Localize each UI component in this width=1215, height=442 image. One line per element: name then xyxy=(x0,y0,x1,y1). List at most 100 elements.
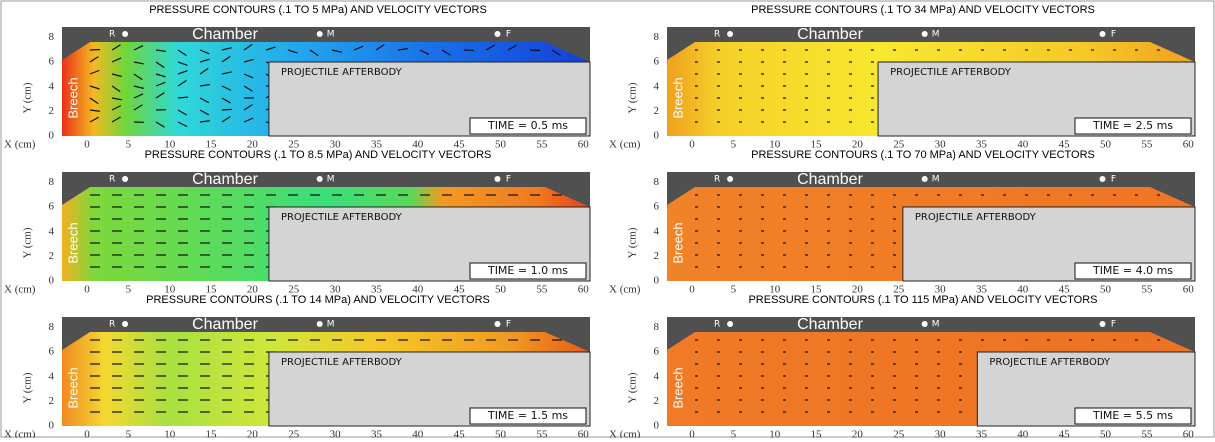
x-axis-label: X (cm) xyxy=(4,284,36,296)
station-dot xyxy=(317,321,323,327)
station-label: M xyxy=(932,175,940,185)
y-tick-label: 8 xyxy=(49,321,55,333)
y-tick-label: 2 xyxy=(654,105,660,117)
x-tick-label: 30 xyxy=(330,429,342,438)
x-tick-label: 50 xyxy=(495,139,507,151)
station-label: R xyxy=(109,175,115,185)
y-tick-label: 4 xyxy=(654,225,660,237)
afterbody-label: PROJECTILE AFTERBODY xyxy=(281,67,403,78)
station-dot xyxy=(727,31,733,37)
x-tick-label: 40 xyxy=(412,429,424,438)
y-tick-label: 2 xyxy=(49,250,55,262)
station-dot xyxy=(922,321,928,327)
station-label: M xyxy=(932,320,940,330)
breech-label: Breech xyxy=(65,367,80,408)
afterbody-label: PROJECTILE AFTERBODY xyxy=(281,357,403,368)
x-tick-label: 60 xyxy=(578,284,590,296)
y-tick-label: 4 xyxy=(49,225,55,237)
chamber-label: Chamber xyxy=(797,316,863,333)
x-axis-label: X (cm) xyxy=(609,139,641,151)
afterbody-label: PROJECTILE AFTERBODY xyxy=(281,212,403,223)
station-dot xyxy=(317,176,323,182)
y-tick-label: 4 xyxy=(654,80,660,92)
station-label: M xyxy=(327,175,335,185)
panel-title: PRESSURE CONTOURS (.1 TO 34 MPa) AND VEL… xyxy=(751,4,1095,16)
station-label: F xyxy=(506,175,511,185)
y-axis-label: Y (cm) xyxy=(627,227,639,258)
x-tick-label: 50 xyxy=(1100,429,1112,438)
y-axis-label: Y (cm) xyxy=(22,227,34,258)
chamber-label: Chamber xyxy=(192,171,258,188)
station-label: R xyxy=(714,175,720,185)
station-dot xyxy=(1100,176,1106,182)
y-tick-label: 0 xyxy=(49,420,55,432)
velocity-vector xyxy=(530,50,540,51)
x-tick-label: 25 xyxy=(288,429,300,438)
y-axis-label: Y (cm) xyxy=(627,82,639,113)
chamber-label: Chamber xyxy=(192,316,258,333)
x-tick-label: 5 xyxy=(126,284,132,296)
afterbody-label: PROJECTILE AFTERBODY xyxy=(989,357,1111,368)
y-tick-label: 0 xyxy=(654,275,660,287)
x-tick-label: 50 xyxy=(495,429,507,438)
station-dot xyxy=(1100,31,1106,37)
panel-title: PRESSURE CONTOURS (.1 TO 115 MPa) AND VE… xyxy=(748,294,1097,306)
station-dot xyxy=(317,31,323,37)
x-tick-label: 55 xyxy=(536,284,548,296)
panel-title: PRESSURE CONTOURS (.1 TO 5 MPa) AND VELO… xyxy=(149,4,487,16)
x-tick-label: 60 xyxy=(578,429,590,438)
time-label: TIME = 5.5 ms xyxy=(1092,409,1173,422)
x-tick-label: 20 xyxy=(247,429,259,438)
station-dot xyxy=(122,321,128,327)
velocity-vector xyxy=(222,109,232,110)
x-tick-label: 55 xyxy=(536,429,548,438)
x-tick-label: 5 xyxy=(126,139,132,151)
station-label: R xyxy=(109,30,115,40)
y-tick-label: 2 xyxy=(654,395,660,407)
station-dot xyxy=(122,176,128,182)
x-tick-label: 10 xyxy=(769,429,781,438)
breech-label: Breech xyxy=(65,222,80,263)
station-dot xyxy=(922,176,928,182)
x-tick-label: 55 xyxy=(1141,429,1153,438)
station-label: R xyxy=(714,30,720,40)
station-label: F xyxy=(1111,320,1116,330)
y-tick-label: 6 xyxy=(654,56,660,68)
x-tick-label: 55 xyxy=(536,139,548,151)
x-axis-label: X (cm) xyxy=(609,429,641,438)
x-axis-label: X (cm) xyxy=(609,284,641,296)
x-tick-label: 35 xyxy=(371,429,383,438)
x-tick-label: 40 xyxy=(1017,429,1029,438)
time-label: TIME = 0.5 ms xyxy=(487,119,568,132)
y-tick-label: 8 xyxy=(654,321,660,333)
x-tick-label: 0 xyxy=(689,284,695,296)
chamber-label: Chamber xyxy=(192,26,258,43)
x-tick-label: 60 xyxy=(1183,429,1195,438)
station-dot xyxy=(495,176,501,182)
x-tick-label: 55 xyxy=(1141,284,1153,296)
x-tick-label: 50 xyxy=(495,284,507,296)
y-tick-label: 8 xyxy=(49,31,55,43)
x-tick-label: 10 xyxy=(164,429,176,438)
x-axis-label: X (cm) xyxy=(4,429,36,438)
y-tick-label: 6 xyxy=(654,201,660,213)
time-label: TIME = 4.0 ms xyxy=(1092,264,1173,277)
chamber-label: Chamber xyxy=(797,171,863,188)
x-tick-label: 45 xyxy=(1059,429,1071,438)
breech-label: Breech xyxy=(670,367,685,408)
station-dot xyxy=(122,31,128,37)
x-tick-label: 0 xyxy=(84,139,90,151)
x-tick-label: 60 xyxy=(1183,139,1195,151)
y-tick-label: 8 xyxy=(654,31,660,43)
x-tick-label: 45 xyxy=(454,429,466,438)
x-tick-label: 5 xyxy=(731,429,737,438)
x-tick-label: 5 xyxy=(126,429,132,438)
panel-title: PRESSURE CONTOURS (.1 TO 70 MPa) AND VEL… xyxy=(751,149,1095,161)
station-label: M xyxy=(327,30,335,40)
station-dot xyxy=(495,321,501,327)
x-tick-label: 15 xyxy=(206,429,218,438)
y-tick-label: 6 xyxy=(49,201,55,213)
x-tick-label: 5 xyxy=(731,139,737,151)
y-tick-label: 2 xyxy=(654,250,660,262)
breech-label: Breech xyxy=(670,77,685,118)
